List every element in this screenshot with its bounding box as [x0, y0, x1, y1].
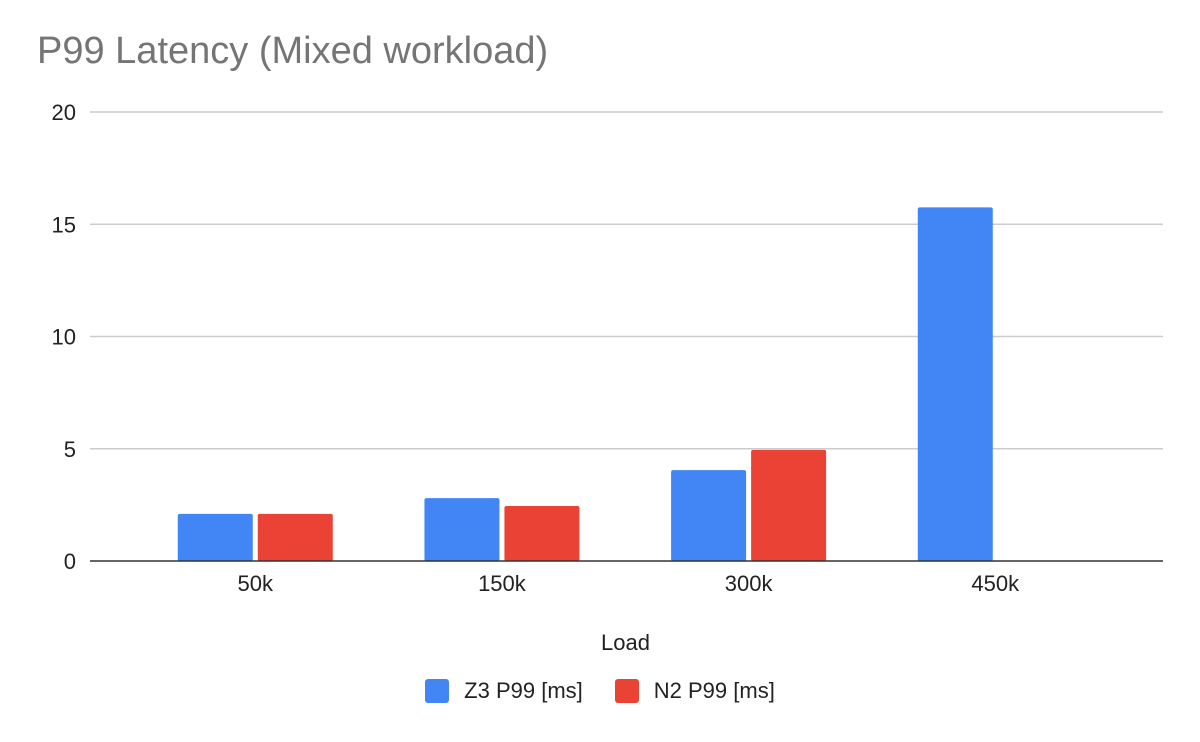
bar-z3-300k: [671, 470, 747, 561]
y-tick-labels: 0 5 10 15 20: [52, 100, 76, 574]
y-tick-label: 10: [52, 325, 76, 350]
x-tick-label: 450k: [971, 571, 1020, 596]
legend-label: Z3 P99 [ms]: [464, 678, 583, 703]
legend-label: N2 P99 [ms]: [653, 678, 775, 703]
x-tick-label: 300k: [725, 571, 774, 596]
x-tick-label: 150k: [478, 571, 527, 596]
legend-swatch: [425, 679, 450, 703]
y-tick-label: 5: [64, 437, 76, 462]
bar-n2-150k: [504, 505, 580, 561]
bar-n2-300k: [751, 449, 827, 561]
x-tick-label: 50k: [238, 571, 274, 596]
bar-z3-150k: [424, 498, 500, 561]
bar-n2-50k: [257, 513, 333, 561]
x-tick-labels: 50k 150k 300k 450k: [238, 571, 1021, 596]
bar-z3-50k: [177, 513, 253, 561]
legend-swatch: [614, 679, 639, 703]
bar-z3-450k: [917, 207, 993, 561]
bars: [177, 207, 993, 561]
legend-item: N2 P99 [ms]: [614, 678, 775, 704]
y-tick-label: 15: [52, 212, 76, 237]
x-axis-title: Load: [601, 630, 650, 655]
y-tick-label: 20: [52, 100, 76, 125]
legend: Z3 P99 [ms] N2 P99 [ms]: [0, 678, 1200, 704]
gridlines: [90, 111, 1163, 450]
legend-item: Z3 P99 [ms]: [425, 678, 583, 704]
y-tick-label: 0: [64, 549, 76, 574]
chart-title: P99 Latency (Mixed workload): [37, 30, 549, 72]
